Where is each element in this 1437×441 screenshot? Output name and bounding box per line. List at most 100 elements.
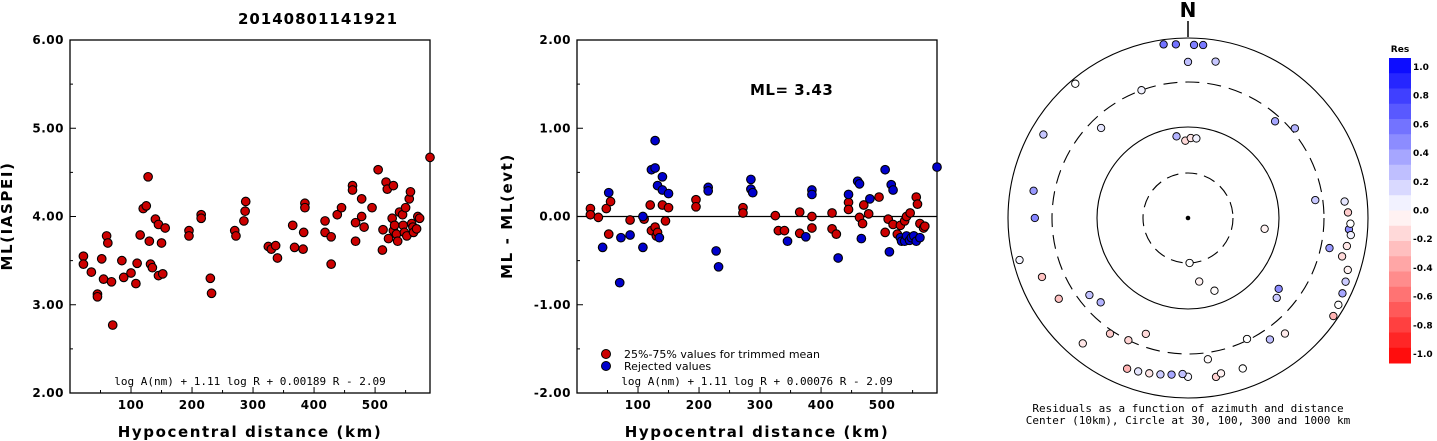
trimmed-residual-point bbox=[880, 227, 890, 238]
ml-data-point bbox=[383, 233, 394, 244]
rejected-residual-point bbox=[711, 246, 721, 256]
ml-data-point bbox=[347, 185, 358, 195]
ring-30km bbox=[1142, 172, 1234, 264]
ml-data-point bbox=[98, 274, 109, 285]
colorbar-cell bbox=[1389, 286, 1411, 303]
ml-data-point bbox=[135, 230, 146, 240]
y-tick-label: 2.00 bbox=[32, 386, 64, 400]
plot1-ticks: 100 200 300 400 500 2.00 3.00 4.00 5.00 6.00 bbox=[32, 33, 407, 412]
ml-data-point bbox=[96, 254, 107, 264]
ml-data-point bbox=[388, 180, 399, 191]
plot2-xlabel: Hypocentral distance (km) bbox=[625, 423, 890, 441]
plot1-points bbox=[78, 152, 435, 330]
rejected-residual-point bbox=[597, 242, 608, 253]
ml-data-point bbox=[336, 202, 347, 213]
station-residual-point bbox=[1192, 134, 1201, 143]
ml-data-point bbox=[92, 291, 103, 302]
colorbar-cell bbox=[1389, 332, 1411, 349]
station-residual-point bbox=[1167, 370, 1176, 379]
colorbar-cell bbox=[1389, 225, 1411, 242]
rejected-residual-point bbox=[800, 231, 811, 242]
trimmed-residual-point bbox=[770, 210, 781, 221]
station-residual-point bbox=[1141, 329, 1150, 339]
y-tick-label: 3.00 bbox=[32, 298, 64, 312]
ml-data-point bbox=[131, 278, 141, 289]
station-residual-point bbox=[1238, 364, 1247, 373]
ml-data-point bbox=[326, 231, 337, 242]
ml-data-point bbox=[332, 209, 343, 220]
trimmed-residual-point bbox=[807, 223, 817, 233]
rejected-residual-point bbox=[833, 253, 844, 263]
station-residual-point bbox=[1216, 369, 1226, 378]
ml-data-point bbox=[378, 224, 388, 235]
rejected-residual-point bbox=[782, 236, 793, 247]
colorbar-cell bbox=[1389, 317, 1411, 333]
rejected-residual-point bbox=[854, 178, 865, 189]
ml-data-point bbox=[320, 216, 330, 226]
colorbar-cell bbox=[1389, 103, 1411, 120]
y-tick-label: -1.00 bbox=[534, 298, 571, 312]
rejected-residual-point bbox=[614, 277, 625, 288]
map-caption-line2: Center (10km), Circle at 30, 100, 300 an… bbox=[1026, 414, 1351, 427]
trimmed-residual-point bbox=[625, 215, 635, 225]
trimmed-residual-point bbox=[831, 229, 842, 239]
ml-data-point bbox=[132, 258, 142, 269]
legend-label-trimmed: 25%-75% values for trimmed mean bbox=[624, 348, 820, 361]
ml-data-point bbox=[231, 231, 241, 241]
station-residual-point bbox=[1203, 355, 1213, 364]
trimmed-residual-point bbox=[905, 208, 916, 218]
ml-data-point bbox=[102, 238, 113, 248]
rejected-residual-point bbox=[843, 189, 854, 200]
colorbar-cell bbox=[1389, 134, 1411, 150]
ml-data-point bbox=[117, 255, 127, 266]
trimmed-residual-point bbox=[874, 192, 884, 202]
colorbar-cell bbox=[1389, 271, 1411, 288]
ml-data-point bbox=[389, 220, 400, 231]
station-residual-point bbox=[1343, 208, 1353, 217]
station-residual-point bbox=[1189, 40, 1199, 50]
y-tick-label: 0.00 bbox=[539, 210, 571, 224]
plot2-ylabel: ML - ML(evt) bbox=[498, 153, 516, 279]
colorbar-cell bbox=[1389, 241, 1411, 257]
station-residual-point bbox=[1015, 255, 1024, 265]
trimmed-residual-point bbox=[605, 196, 616, 207]
ring-1000km bbox=[1007, 37, 1369, 399]
ml-data-point bbox=[377, 245, 388, 255]
colorbar-ticks: 1.0 0.8 0.6 0.4 0.2 0.0 -0.2 -0.4 -0.6 -0.8 -1.0 bbox=[1413, 63, 1433, 360]
station-residual-point bbox=[1280, 329, 1290, 338]
map-caption-line1: Residuals as a function of azimuth and d… bbox=[1032, 402, 1343, 415]
station-residual-point bbox=[1039, 130, 1048, 139]
ml-data-point bbox=[411, 224, 422, 234]
station-residual-point bbox=[1210, 286, 1219, 295]
ml-data-point bbox=[326, 259, 337, 270]
x-tick-label: 300 bbox=[747, 398, 774, 412]
ml-data-point bbox=[240, 206, 250, 217]
colorbar-tick-label: -0.4 bbox=[1413, 264, 1433, 274]
ml-data-point bbox=[356, 194, 367, 204]
station-residual-point bbox=[1338, 289, 1347, 298]
colorbar-cell bbox=[1389, 180, 1411, 196]
x-tick-label: 400 bbox=[808, 398, 835, 412]
plot2-points bbox=[585, 135, 942, 288]
ml-data-point bbox=[359, 222, 369, 232]
station-residual-point bbox=[1340, 197, 1349, 206]
ml-data-point bbox=[78, 251, 89, 262]
panel-ml-vs-distance: 100 200 300 400 500 2.00 3.00 4.00 5.00 6.00 log … bbox=[0, 33, 435, 441]
station-residual-point bbox=[1242, 334, 1252, 344]
station-residual-point bbox=[1195, 277, 1204, 286]
legend-marker-trimmed bbox=[601, 349, 611, 359]
rejected-residual-point bbox=[625, 230, 635, 240]
y-tick-label: 5.00 bbox=[32, 121, 64, 135]
trimmed-residual-point bbox=[738, 208, 748, 218]
station-residual-point bbox=[1265, 335, 1275, 344]
x-tick-label: 200 bbox=[686, 398, 713, 412]
y-tick-label: 6.00 bbox=[32, 33, 64, 47]
station-residual-point bbox=[1096, 123, 1106, 133]
colorbar-tick-label: 0.0 bbox=[1413, 207, 1429, 217]
ml-data-point bbox=[184, 231, 194, 241]
rejected-residual-point bbox=[807, 189, 817, 200]
ml-data-point bbox=[392, 236, 403, 247]
ml-data-point bbox=[106, 276, 117, 287]
x-tick-label: 200 bbox=[179, 398, 206, 412]
ml-data-point bbox=[298, 244, 308, 255]
